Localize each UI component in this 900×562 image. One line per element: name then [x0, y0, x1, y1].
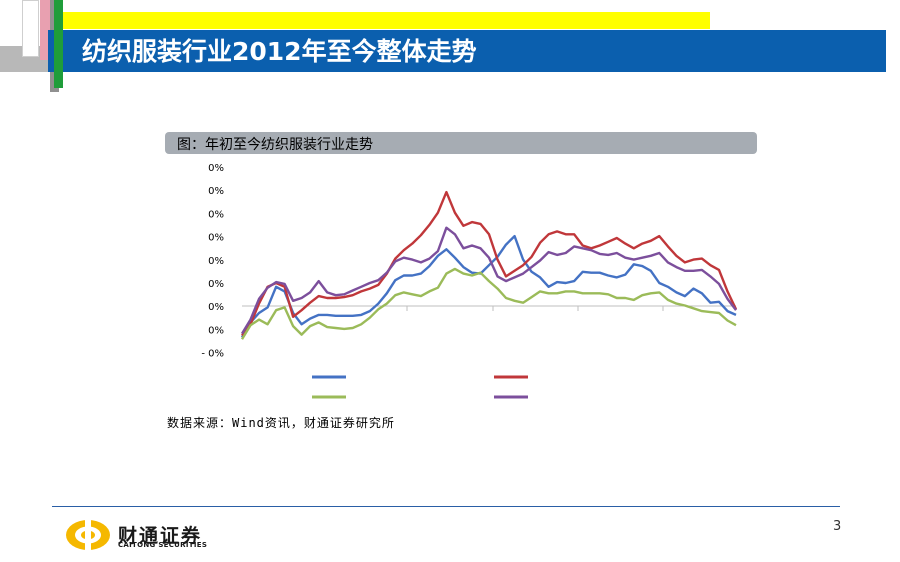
y-tick-label: 0%	[208, 279, 224, 290]
series-line-1	[240, 234, 737, 338]
y-tick-label: 0%	[208, 209, 224, 220]
legend	[312, 375, 528, 399]
line-chart: 0% 0% 0% 0% 0% 0% 0% 0% - 0%	[201, 163, 738, 399]
header-deco-block-white	[22, 0, 39, 57]
header-deco-block-green	[54, 0, 63, 88]
data-source-note: 数据来源：Wind资讯，财通证券研究所	[167, 416, 395, 430]
y-tick-label: 0%	[208, 256, 224, 267]
y-tick-label: 0%	[208, 302, 224, 313]
series-lines	[240, 190, 738, 340]
y-tick-label: - 0%	[201, 349, 224, 360]
accent-bar	[62, 12, 710, 29]
y-tick-label: 0%	[208, 186, 224, 197]
slide-title: 纺织服装行业2012年至今整体走势	[82, 37, 477, 66]
logo-name-cn: 财通证券	[118, 525, 203, 547]
x-axis	[242, 305, 736, 311]
y-tick-label: 0%	[208, 163, 224, 174]
y-axis-ticks: 0% 0% 0% 0% 0% 0% 0% 0% - 0%	[201, 163, 224, 360]
chart-title: 图：年初至今纺织服装行业走势	[177, 137, 373, 153]
chart-header-bar	[165, 132, 757, 154]
series-line-4	[240, 226, 737, 335]
series-line-3	[240, 267, 737, 340]
footer-divider	[52, 506, 840, 507]
title-band	[48, 30, 886, 72]
page-number: 3	[833, 519, 842, 534]
y-tick-label: 0%	[208, 233, 224, 244]
series-line-2	[241, 190, 738, 337]
y-tick-label: 0%	[208, 325, 224, 336]
caitong-logo-icon	[66, 520, 110, 550]
logo-name-en: CAITONG SECURITIES	[118, 541, 208, 549]
